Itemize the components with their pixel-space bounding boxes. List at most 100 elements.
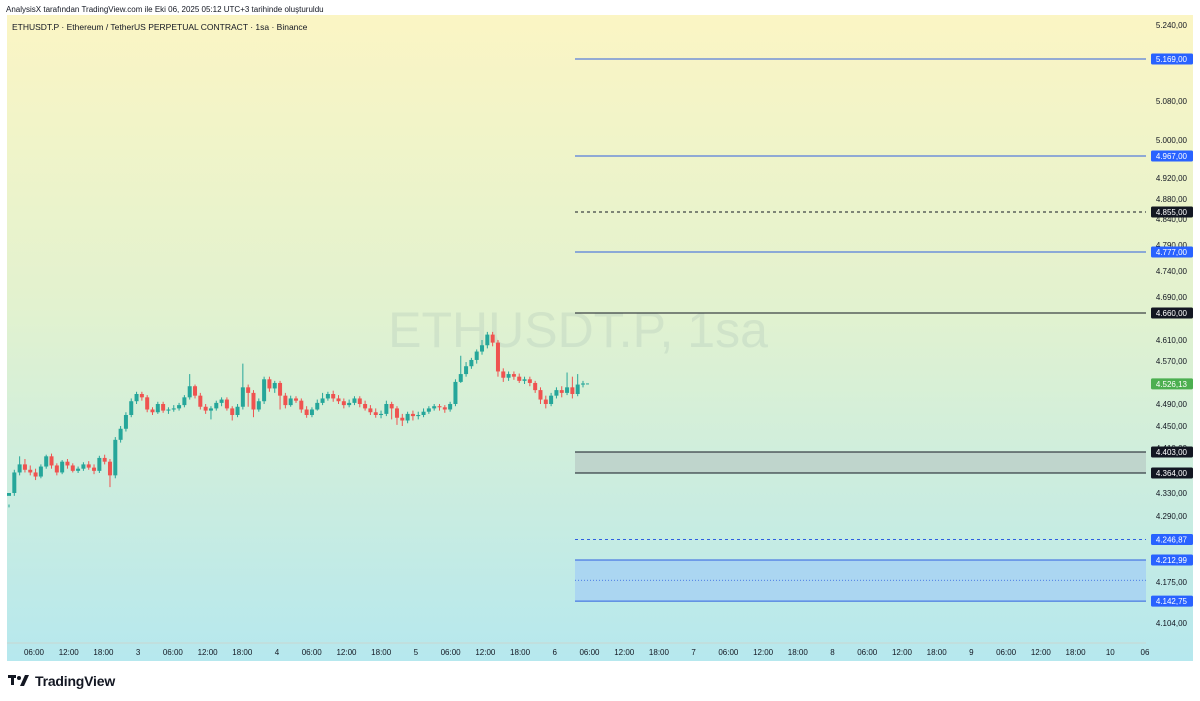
candle-body [86, 464, 91, 468]
candle [54, 463, 59, 476]
candle [389, 401, 394, 420]
candle [70, 463, 75, 473]
candle [522, 376, 527, 384]
candle [347, 399, 352, 408]
candle [113, 437, 118, 479]
candle [102, 454, 107, 465]
candle [81, 462, 86, 471]
candle-body [139, 394, 144, 398]
candle-body [44, 456, 49, 467]
candle [230, 406, 235, 421]
candle [331, 390, 336, 402]
x-tick-label: 06:00 [163, 648, 184, 657]
candle [278, 380, 283, 410]
candle [432, 404, 437, 411]
candle [559, 386, 564, 398]
candle-body [155, 404, 160, 413]
x-tick-label: 9 [969, 648, 974, 657]
candle [336, 395, 341, 404]
candle-body [480, 345, 485, 352]
candle [384, 400, 389, 417]
candle-body [230, 408, 235, 415]
candle [458, 355, 463, 383]
x-tick-label: 06:00 [579, 648, 600, 657]
candle [166, 407, 171, 414]
horizontal-levels [575, 58, 1146, 602]
candle-body [379, 413, 384, 415]
candle-body [410, 413, 415, 417]
candle [38, 464, 43, 479]
candle-body [33, 472, 38, 477]
y-tick-label: 4.175,00 [1156, 578, 1188, 587]
candle [267, 376, 272, 392]
x-tick-label: 12:00 [59, 648, 80, 657]
price-zones [575, 452, 1146, 602]
candle-body [309, 409, 314, 415]
chart-background [7, 15, 1193, 661]
candle-body [288, 398, 293, 406]
candle-body [246, 387, 251, 393]
candle-body [150, 409, 155, 413]
candle [400, 413, 405, 426]
candle-body [495, 342, 500, 372]
candle-body [187, 386, 192, 398]
x-tick-label: 06:00 [718, 648, 739, 657]
candle-body [559, 390, 564, 393]
candle [28, 465, 33, 476]
x-tick-label: 7 [691, 648, 696, 657]
candle [474, 349, 479, 364]
level-price-label-bg [1151, 554, 1193, 566]
candle-body [193, 386, 198, 396]
level-price-label: 4.246,87 [1156, 536, 1188, 545]
candle-body [533, 382, 538, 391]
x-tick-label: 12:00 [753, 648, 774, 657]
candle [17, 456, 22, 476]
candle-body [458, 374, 463, 382]
candle [363, 400, 368, 411]
x-tick-label: 18:00 [649, 648, 670, 657]
candle [538, 387, 543, 404]
candle [570, 376, 575, 399]
candle [517, 373, 522, 383]
level-price-label-bg [1151, 150, 1193, 162]
tradingview-footer[interactable]: TradingView [8, 673, 115, 689]
candle [187, 374, 192, 400]
candle-body [352, 398, 357, 403]
candle [155, 401, 160, 414]
candle-body [272, 382, 277, 389]
x-tick-label: 10 [1106, 648, 1115, 657]
symbol-title[interactable]: ETHUSDT.P · Ethereum / TetherUS PERPETUA… [12, 22, 308, 32]
level-price-label: 4.660,00 [1156, 309, 1188, 318]
current-price-label-bg [1151, 378, 1193, 390]
candle-body [235, 406, 240, 415]
candle [240, 363, 245, 410]
candle-body [134, 394, 139, 402]
level-price-label-bg [1151, 246, 1193, 258]
candle [7, 493, 11, 508]
level-price-label: 4.142,75 [1156, 597, 1188, 606]
candle-body [70, 465, 75, 471]
price-chart[interactable]: ETHUSDT.P · Ethereum / TetherUS PERPETUA… [0, 0, 1200, 665]
level-price-label-bg [1151, 595, 1193, 607]
candle-body [485, 334, 490, 346]
candle-body [570, 387, 575, 394]
candle-body [320, 398, 325, 403]
x-tick-label: 18:00 [93, 648, 114, 657]
candle-body [123, 415, 128, 429]
grey-zone [575, 452, 1146, 473]
candle [65, 459, 70, 469]
candle [208, 406, 213, 420]
candle-body [394, 408, 399, 418]
candle-body [92, 467, 97, 471]
candle-body [368, 408, 373, 413]
y-tick-label: 4.840,00 [1156, 215, 1188, 224]
candle [49, 453, 54, 469]
candle [60, 460, 65, 475]
candle-body [240, 387, 245, 407]
time-axis: 06:00 12:00 18:00 3 06:00 12:00 18:00 4 06:00 12:… [24, 648, 1150, 657]
candle [511, 371, 516, 380]
x-tick-label: 06:00 [441, 648, 462, 657]
candle-body [107, 461, 112, 476]
candle-body [400, 417, 405, 421]
candle [341, 398, 346, 409]
